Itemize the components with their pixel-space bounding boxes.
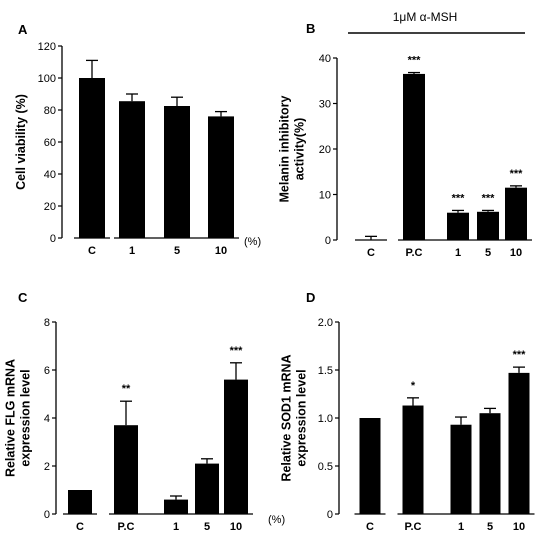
panel-c-x-unit: (%) <box>268 514 285 526</box>
panel-d-y-tick-label-1: 0.5 <box>318 461 333 473</box>
panel-b-category-label-1: P.C <box>406 247 423 259</box>
panel-d-bar-0 <box>359 418 381 514</box>
panel-d-category-label-2: 1 <box>458 521 464 533</box>
panel-d-category-label-0: C <box>366 521 374 533</box>
panel-d-significance-1: * <box>411 380 416 392</box>
panel-b-y-tick-label-1: 10 <box>319 190 331 202</box>
panel-c-bar-1 <box>114 425 138 514</box>
panel-a-y-tick-label-4: 80 <box>44 105 56 117</box>
panel-a-bar-0 <box>79 78 105 238</box>
panel-d-y-tick-label-0: 0 <box>327 509 333 521</box>
panel-a-letter: A <box>18 22 28 37</box>
panel-d-bar-4 <box>508 372 530 514</box>
panel-b-significance-1: *** <box>408 55 422 67</box>
panel-d-bar-3 <box>479 413 501 514</box>
panel-b-bar-3 <box>477 211 499 240</box>
panel-c-y-axis-label-line-0: Relative FLG mRNA <box>4 359 18 477</box>
panel-a-y-tick-label-6: 120 <box>38 41 56 53</box>
panel-b-bar-2 <box>447 212 469 240</box>
panel-a-bar-1 <box>119 101 145 238</box>
panel-d-category-label-3: 5 <box>487 521 493 533</box>
panel-a-y-tick-label-0: 0 <box>50 233 56 245</box>
panel-b-category-label-0: C <box>367 247 375 259</box>
panel-d-y-tick-label-4: 2.0 <box>318 317 333 329</box>
panel-b-bar-4 <box>505 187 527 240</box>
panel-b-y-axis-label-line-1: activity(%) <box>293 118 307 181</box>
panel-c-category-label-4: 10 <box>230 521 242 533</box>
panel-c-category-label-1: P.C <box>118 521 135 533</box>
panel-a-category-label-1: 1 <box>129 245 135 257</box>
panel-a-y-tick-label-1: 20 <box>44 201 56 213</box>
panel-c-y-tick-label-1: 2 <box>44 461 50 473</box>
panel-c-bar-3 <box>195 463 219 514</box>
panel-c-bar-2 <box>164 499 188 514</box>
panel-b-category-label-3: 5 <box>485 247 491 259</box>
panel-d-y-axis-label-line-1: expression level <box>295 369 309 466</box>
panel-c-y-tick-label-4: 8 <box>44 317 50 329</box>
panel-c-letter: C <box>18 290 28 305</box>
panel-c-bar-4 <box>224 379 248 514</box>
panel-a-y-tick-label-2: 40 <box>44 169 56 181</box>
panel-b-significance-3: *** <box>482 192 496 204</box>
panel-d-y-axis-label-line-0: Relative SOD1 mRNA <box>280 354 294 481</box>
panel-a-bar-3 <box>208 116 234 238</box>
panel-d-category-label-4: 10 <box>513 521 525 533</box>
panel-a-x-unit: (%) <box>244 236 261 248</box>
panel-c-y-tick-label-0: 0 <box>44 509 50 521</box>
panel-d-category-label-1: P.C <box>405 521 422 533</box>
panel-b-y-tick-label-3: 30 <box>319 99 331 111</box>
panel-c-y-tick-label-3: 6 <box>44 365 50 377</box>
panel-a-category-label-0: C <box>88 245 96 257</box>
panel-b-letter: B <box>306 21 315 36</box>
panel-c-y-tick-label-2: 4 <box>44 413 50 425</box>
panel-b-bar-1 <box>403 73 425 240</box>
panel-a-category-label-3: 10 <box>215 245 227 257</box>
panel-b-significance-2: *** <box>452 192 466 204</box>
panel-b-category-label-4: 10 <box>510 247 522 259</box>
panel-c-category-label-3: 5 <box>204 521 210 533</box>
panel-b-y-tick-label-2: 20 <box>319 144 331 156</box>
panel-b-treatment-label: 1μM α-MSH <box>393 10 458 24</box>
panel-b-y-tick-label-0: 0 <box>325 235 331 247</box>
panel-b-category-label-2: 1 <box>455 247 461 259</box>
panel-b-y-axis-label-line-0: Melanin inhibitory <box>278 95 292 202</box>
panel-a-y-tick-label-5: 100 <box>38 73 56 85</box>
panel-d-bar-2 <box>450 424 472 514</box>
panel-a-y-tick-label-3: 60 <box>44 137 56 149</box>
panel-c-bar-0 <box>68 490 92 514</box>
panel-d-significance-4: *** <box>513 349 527 361</box>
panel-b-significance-4: *** <box>510 168 524 180</box>
panel-d-letter: D <box>306 290 315 305</box>
panel-a-bar-2 <box>164 106 190 238</box>
panel-c-y-axis-label-line-1: expression level <box>19 369 33 466</box>
panel-c-category-label-2: 1 <box>173 521 179 533</box>
panel-c-category-label-0: C <box>76 521 84 533</box>
panel-d-y-tick-label-3: 1.5 <box>318 365 333 377</box>
panel-c-significance-4: *** <box>230 345 244 357</box>
panel-d-bar-1 <box>402 405 424 514</box>
panel-a-y-axis-label: Cell viability (%) <box>14 94 28 190</box>
panel-a-category-label-2: 5 <box>174 245 180 257</box>
panel-c-significance-1: ** <box>122 383 131 395</box>
panel-d-y-tick-label-2: 1.0 <box>318 413 333 425</box>
panel-b-y-tick-label-4: 40 <box>319 53 331 65</box>
